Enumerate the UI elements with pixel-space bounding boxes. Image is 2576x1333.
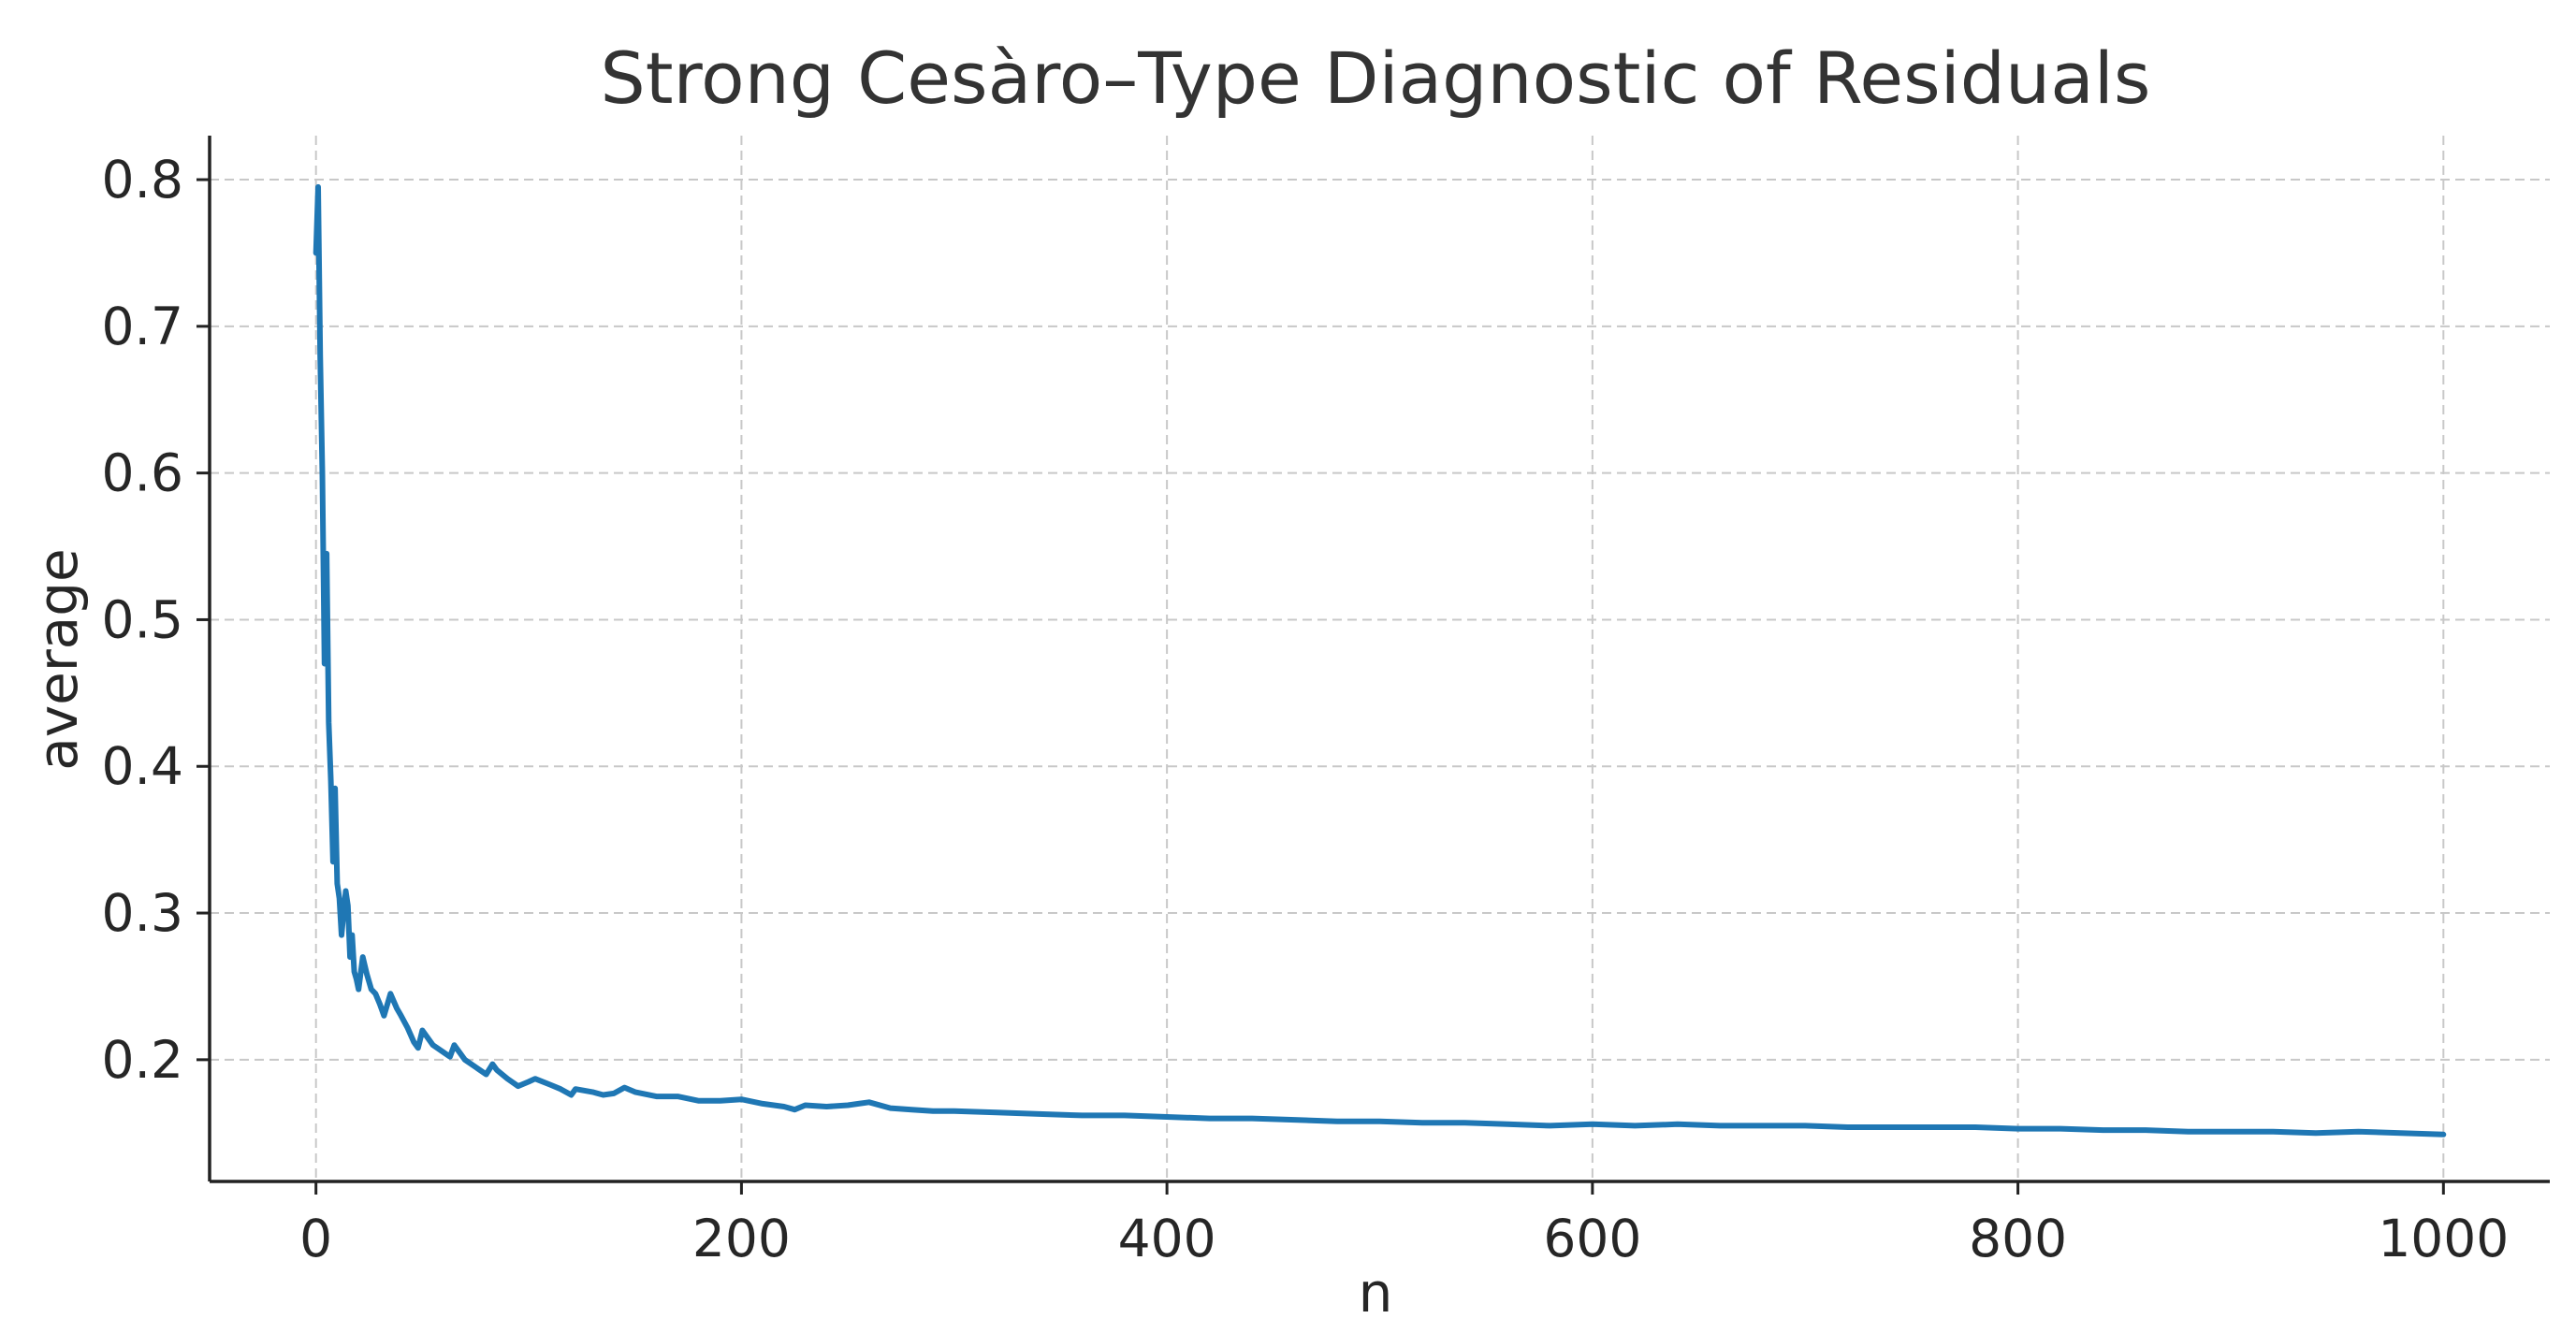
chart-title: Strong Cesàro–Type Diagnostic of Residua… [600, 36, 2150, 120]
x-axis-label: n [1359, 1261, 1393, 1325]
axes [208, 136, 2550, 1183]
y-tick-label: 0.5 [102, 589, 183, 649]
x-tick-label: 600 [1543, 1209, 1641, 1268]
y-tick-label: 0.3 [102, 883, 183, 943]
y-tick-label: 0.8 [102, 150, 183, 210]
x-tick-label: 0 [299, 1209, 332, 1268]
x-axis-ticks: 0 200 400 600 800 1000 [299, 1181, 2509, 1268]
gridlines [210, 136, 2550, 1181]
series-group [313, 183, 2447, 1137]
x-tick-label: 800 [1969, 1209, 2067, 1268]
x-tick-label: 400 [1118, 1209, 1216, 1268]
y-tick-label: 0.7 [102, 297, 183, 356]
x-tick-label: 1000 [2378, 1209, 2509, 1268]
y-axis-label: average [26, 548, 90, 770]
series-line [313, 183, 2447, 1137]
y-tick-label: 0.4 [102, 736, 183, 796]
y-axis-ticks: 0.2 0.3 0.4 0.5 0.6 0.7 0.8 [102, 150, 210, 1090]
x-tick-label: 200 [692, 1209, 791, 1268]
y-tick-label: 0.2 [102, 1030, 183, 1090]
y-tick-label: 0.6 [102, 443, 183, 503]
